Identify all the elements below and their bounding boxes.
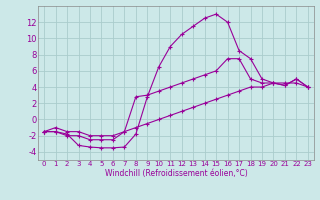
X-axis label: Windchill (Refroidissement éolien,°C): Windchill (Refroidissement éolien,°C) <box>105 169 247 178</box>
